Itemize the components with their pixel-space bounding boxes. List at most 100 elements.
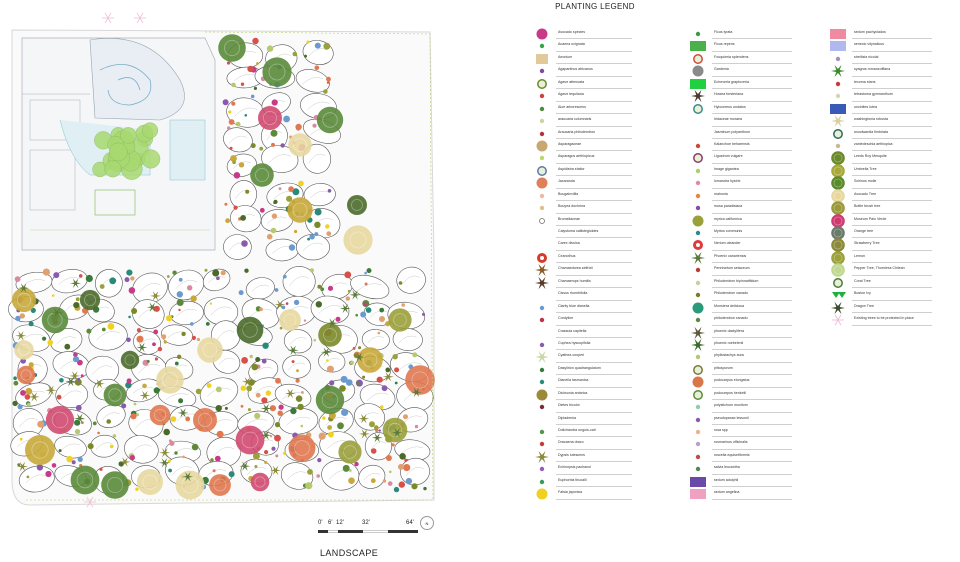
olive-ring-icon bbox=[686, 363, 710, 377]
legend-item: Acaena ovignata bbox=[530, 40, 632, 52]
legend-item: syagrus romanzoffiana bbox=[826, 65, 932, 78]
legend-item-label: Agave tequilana bbox=[558, 92, 584, 97]
blue-ring-icon bbox=[530, 164, 554, 178]
legend-item: Ceanothus bbox=[530, 252, 632, 264]
lilac-dot-icon bbox=[826, 52, 850, 66]
legend-item: Chamaedorea seifrizii bbox=[530, 264, 632, 277]
legend-item: Philodendron bipinnatifidum bbox=[686, 277, 792, 289]
green-ring-icon bbox=[686, 388, 710, 402]
peach-dot-icon bbox=[530, 189, 554, 203]
legend-item: Philodendron xanadu bbox=[686, 289, 792, 301]
legend-item-label: podocarpus elongatus bbox=[714, 378, 750, 383]
legend-item-label: Bromeliaceae bbox=[558, 216, 580, 221]
legend-item: Dicksonia antarica bbox=[530, 389, 632, 401]
legend-item: Pepper Tree, Thornless Chilean bbox=[826, 263, 932, 278]
legend-item-label: araucaria columnaris bbox=[558, 117, 592, 122]
legend-item: Asparagus aethiopicus bbox=[530, 152, 632, 164]
legend-item-label: Avocado species bbox=[558, 30, 586, 34]
legend-item-label: uncinites lutea bbox=[854, 104, 877, 109]
legend-item: mahonia bbox=[686, 190, 792, 202]
legend-item: phyllostachys aura bbox=[686, 351, 792, 363]
north-arrow-icon: N bbox=[420, 516, 434, 530]
legend-item-label: Pepper Tree, Thornless Chilean bbox=[854, 266, 905, 271]
legend-item: Myrtus communis bbox=[686, 227, 792, 239]
legend-item: Cissus rhombifolia bbox=[530, 289, 632, 301]
legend-item-label: sedum pachyclados bbox=[854, 30, 886, 34]
legend-item-label: phoenix roebelenii bbox=[714, 340, 744, 345]
legend-item-label: Dicksonia antarica bbox=[558, 390, 588, 395]
legend-item: Aspidistra elatior bbox=[530, 165, 632, 177]
scale-tick-label: 6' bbox=[328, 520, 333, 526]
legend-item-label: Bottle brush tree bbox=[854, 204, 881, 209]
legend-item: podocarpus henkelii bbox=[686, 389, 792, 401]
legend-item: Ligustrum vulgare bbox=[686, 152, 792, 164]
legend-item: sedum adolphii bbox=[686, 476, 792, 488]
legend-item: Cordyline bbox=[530, 314, 632, 326]
green-star-icon bbox=[686, 338, 710, 352]
red-dot-icon bbox=[530, 313, 554, 327]
pink-flower-outline-icon bbox=[826, 313, 850, 327]
red-dot-icon bbox=[530, 89, 554, 103]
legend-item-label: Ficus lyrata bbox=[714, 30, 733, 34]
scale-tick-label: 64' bbox=[406, 520, 414, 526]
legend-item: Carex divulsa bbox=[530, 239, 632, 251]
legend-item-label: Dracaena draco bbox=[558, 440, 584, 445]
lime-dot-icon bbox=[530, 151, 554, 165]
red-dot-icon bbox=[686, 450, 710, 464]
indigo-rect-icon bbox=[686, 475, 710, 489]
legend-item-label: Kalanchoe beharensis bbox=[714, 141, 750, 146]
teal-dot-icon bbox=[686, 226, 710, 240]
legend-item-label: Asparagus aethiopicus bbox=[558, 154, 595, 159]
legend-item-label: Dasylirion quadrangulatum bbox=[558, 365, 601, 370]
purple-dot-icon bbox=[530, 64, 554, 78]
legend-item: Howea forsteriana bbox=[686, 90, 792, 103]
red-flower-icon bbox=[530, 251, 554, 265]
green-dot-icon bbox=[530, 425, 554, 439]
legend-item-label: Myrtus communis bbox=[714, 229, 743, 233]
legend-item: Museum Palo Verde bbox=[826, 213, 932, 228]
legend-item: tecoma stans bbox=[826, 78, 932, 90]
olive-tree-icon bbox=[826, 164, 850, 178]
legend-item-label: Monstera deliciosa bbox=[714, 303, 744, 308]
teal-ring-icon bbox=[826, 127, 850, 141]
teal-disc-icon bbox=[686, 301, 710, 315]
legend-item: Diplademia bbox=[530, 414, 632, 426]
legend-item: Aloe arborescens bbox=[530, 103, 632, 115]
legend-item-label: pittosporum bbox=[714, 365, 733, 370]
legend-item: salvia leucantha bbox=[686, 463, 792, 475]
star-palm-icon bbox=[686, 326, 710, 340]
legend-item-label: Dypsis lutescens bbox=[558, 452, 585, 457]
legend-item: Fatsia japonica bbox=[530, 488, 632, 500]
tan-square-icon bbox=[530, 52, 554, 66]
legend-item: Avocado species bbox=[530, 28, 632, 40]
legend-item: Bottle brush tree bbox=[826, 201, 932, 215]
legend-item-label: Cissus rhombifolia bbox=[558, 291, 588, 296]
legend-item: Leeds Roy Mesquite bbox=[826, 151, 932, 166]
green-dot-icon bbox=[686, 27, 710, 41]
legend-item: Jasminum polyanthum bbox=[686, 128, 792, 140]
legend-item-label: syagrus romanzoffiana bbox=[854, 67, 891, 72]
orange-pink-disc-icon bbox=[530, 176, 554, 190]
legend-item-label: tecoma stans bbox=[854, 79, 876, 84]
peach-dot-icon bbox=[686, 425, 710, 439]
bright-green-rect-icon bbox=[686, 77, 710, 91]
legend-item: Orange tree bbox=[826, 226, 932, 240]
pale-dot-icon bbox=[826, 89, 850, 103]
legend-item-label: Chamaerops humilis bbox=[558, 278, 591, 283]
red-ring-icon bbox=[686, 52, 710, 66]
legend-item: Dietes bicolor bbox=[530, 401, 632, 413]
legend-item-label: Umbrella Tree bbox=[854, 166, 877, 171]
legend-item-label: musa paradisiaca bbox=[714, 204, 743, 209]
legend-item: Agapanthus africanus bbox=[530, 65, 632, 77]
green-ring-icon bbox=[530, 77, 554, 91]
legend-item: Dasylirion quadrangulatum bbox=[530, 364, 632, 376]
legend-item-label: Existing trees to be protected in place bbox=[854, 316, 914, 321]
legend-item-label: salvia leucantha bbox=[714, 465, 740, 470]
legend-item: Aeonium bbox=[530, 53, 632, 65]
blue-rect-icon bbox=[826, 102, 850, 116]
legend-item-label: Jasminum polyanthum bbox=[714, 129, 750, 134]
pale-star-icon bbox=[530, 350, 554, 364]
legend-item-label: Acaena ovignata bbox=[558, 42, 585, 47]
pink-dot-icon bbox=[686, 176, 710, 190]
scale-tick-label: 0' bbox=[318, 520, 323, 526]
